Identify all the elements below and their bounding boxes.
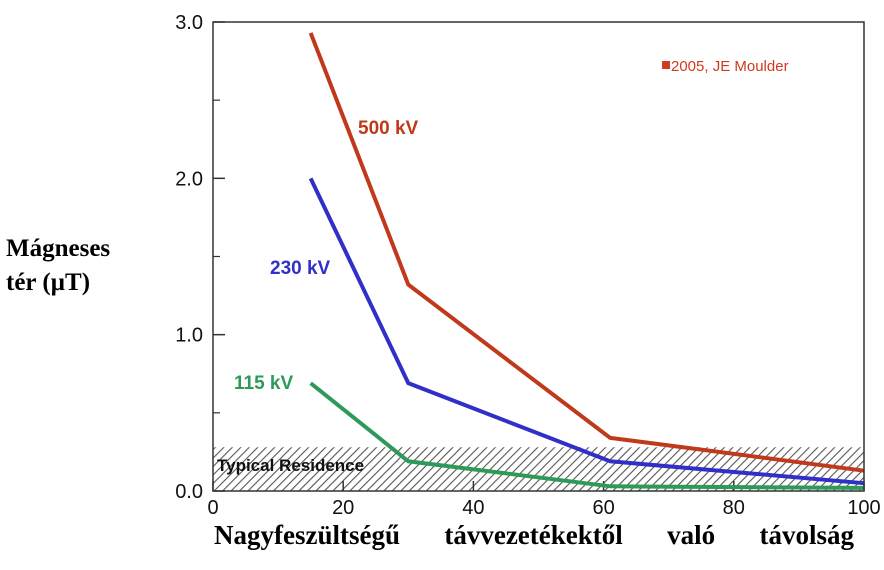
series-line-500kv xyxy=(308,32,865,473)
series-label: 500 kV xyxy=(358,118,419,139)
typical-residence-label: Typical Residence xyxy=(217,456,364,475)
x-tick-label: 60 xyxy=(592,497,614,519)
y-axis-label: Mágneses tér (µT) xyxy=(6,232,156,300)
x-tick-label: 0 xyxy=(207,497,218,519)
source-annotation: 2005, JE Moulder xyxy=(671,58,789,75)
y-tick-label: 3.0 xyxy=(175,12,203,34)
y-tick-label: 0.0 xyxy=(175,481,203,503)
plot-frame xyxy=(212,21,865,492)
series-label: 115 kV xyxy=(234,373,293,394)
x-axis-label: Nagyfeszültségű távvezetékektől való táv… xyxy=(214,520,854,550)
x-tick-label: 20 xyxy=(332,497,354,519)
series-label: 230 kV xyxy=(270,258,331,279)
x-tick-label: 40 xyxy=(462,497,484,519)
x-tick-label: 80 xyxy=(723,497,745,519)
x-tick-label: 100 xyxy=(847,497,880,519)
y-tick-label: 2.0 xyxy=(175,168,203,190)
y-tick-label: 1.0 xyxy=(175,325,203,347)
annotation-marker-icon xyxy=(662,61,670,69)
series-line-115kv xyxy=(309,381,865,490)
series-line-230kv xyxy=(308,177,865,486)
y-axis-label-line1: Mágneses xyxy=(6,235,111,262)
y-axis-label-line2: tér (µT) xyxy=(6,269,91,296)
typical-residence-band xyxy=(213,447,864,491)
